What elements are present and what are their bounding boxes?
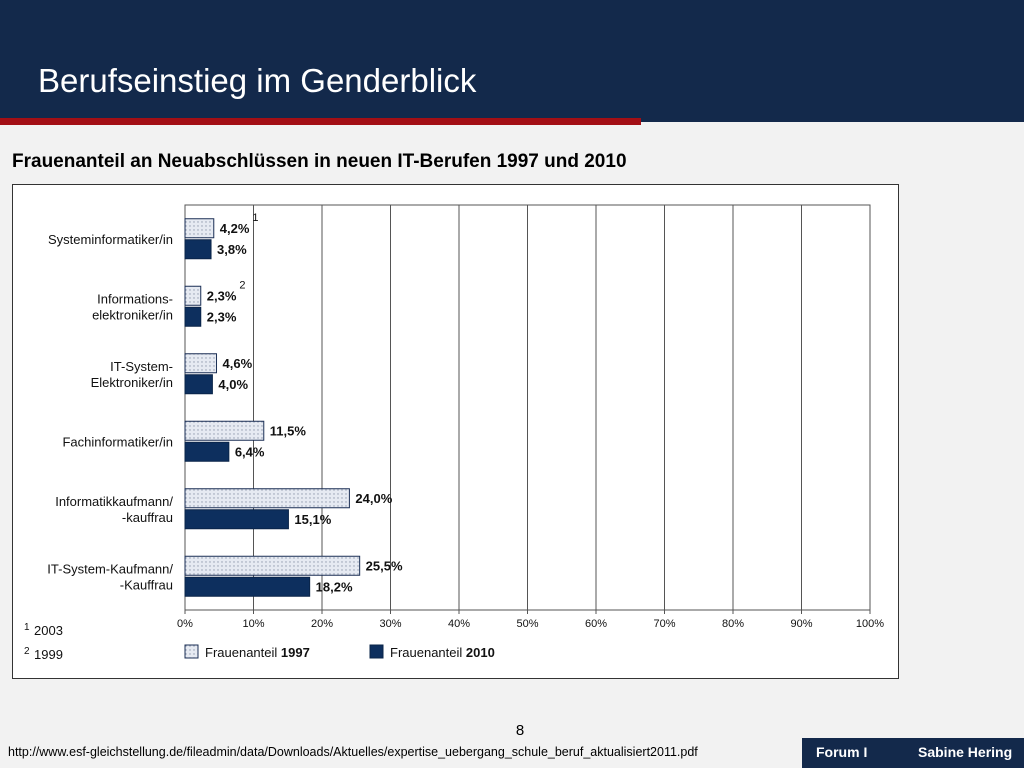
footnote-mark: 1 (24, 622, 30, 633)
data-label-1997: 2,3% (207, 288, 237, 303)
data-label-2010: 18,2% (316, 579, 353, 594)
data-label-1997: 25,5% (366, 558, 403, 573)
data-label-2010: 3,8% (217, 242, 247, 257)
superscript-mark: 1 (252, 212, 258, 224)
footer-bar: Forum I Sabine Hering (802, 738, 1024, 768)
x-tick-label: 20% (311, 618, 333, 630)
data-label-1997: 4,2% (220, 221, 250, 236)
bar-2010 (184, 509, 289, 530)
chart-panel: 0% 10% 20% 30% 40% 50% 60% 70% 80% 90% 100% Systemi… (12, 184, 899, 679)
bar-1997 (184, 488, 350, 509)
x-tick-label: 80% (722, 618, 744, 630)
x-tick-label: 30% (379, 618, 401, 630)
slide-title: Berufseinstieg im Genderblick (38, 62, 477, 99)
x-tick-label: 60% (585, 618, 607, 630)
header-bar (0, 0, 1024, 122)
category-label: Elektroniker/in (91, 375, 173, 390)
legend-label-2010: Frauenanteil 2010 (390, 645, 495, 660)
bar-2010 (184, 576, 311, 597)
bar-2010 (184, 239, 212, 260)
page-number: 8 (515, 722, 525, 739)
bar-1997 (184, 218, 215, 239)
category-label: -kauffrau (122, 510, 173, 525)
category-label: -Kauffrau (120, 577, 173, 592)
legend-swatch-1997 (184, 644, 199, 659)
data-label-2010: 2,3% (207, 309, 237, 324)
category-label: IT-System-Kaufmann/ (47, 561, 173, 576)
x-tick-label: 100% (856, 618, 884, 630)
category-label: Informations- (97, 291, 173, 306)
x-tick-label: 40% (448, 618, 470, 630)
x-tick-label: 0% (177, 618, 193, 630)
data-label-2010: 15,1% (294, 512, 331, 527)
x-tick-label: 10% (242, 618, 264, 630)
legend-swatch-2010 (369, 644, 384, 659)
category-label: Systeminformatiker/in (48, 232, 173, 247)
legend-label-1997: Frauenanteil 1997 (205, 645, 310, 660)
category-label: elektroniker/in (92, 307, 173, 322)
footnote-mark: 2 (24, 646, 30, 657)
category-label: IT-System- (110, 359, 173, 374)
footnote-text: 1999 (34, 647, 63, 662)
bar-chart: 0% 10% 20% 30% 40% 50% 60% 70% 80% 90% 100% Systemi… (24, 204, 884, 662)
bar-2010 (184, 441, 230, 462)
source-link[interactable]: http://www.esf-gleichstellung.de/fileadm… (8, 745, 698, 759)
data-label-1997: 4,6% (223, 356, 253, 371)
x-tick-label: 50% (516, 618, 538, 630)
bar-1997 (184, 420, 265, 441)
data-label-1997: 24,0% (355, 491, 392, 506)
bar-2010 (184, 374, 213, 395)
x-tick-label: 90% (790, 618, 812, 630)
chart-subtitle: Frauenanteil an Neuabschlüssen in neuen … (12, 151, 627, 172)
bar-1997 (184, 555, 361, 576)
accent-bar (0, 118, 641, 125)
bar-2010 (184, 306, 202, 327)
superscript-mark: 2 (239, 279, 245, 291)
x-tick-label: 70% (653, 618, 675, 630)
data-label-1997: 11,5% (270, 423, 307, 438)
footer-forum: Forum I (816, 744, 868, 760)
category-label: Fachinformatiker/in (62, 434, 173, 449)
data-label-2010: 4,0% (218, 377, 248, 392)
bar-1997 (184, 285, 202, 306)
footnote-text: 2003 (34, 623, 63, 638)
footer-author: Sabine Hering (918, 744, 1013, 760)
data-label-2010: 6,4% (235, 444, 265, 459)
bar-1997 (184, 353, 218, 374)
category-label: Informatikkaufmann/ (55, 494, 173, 509)
